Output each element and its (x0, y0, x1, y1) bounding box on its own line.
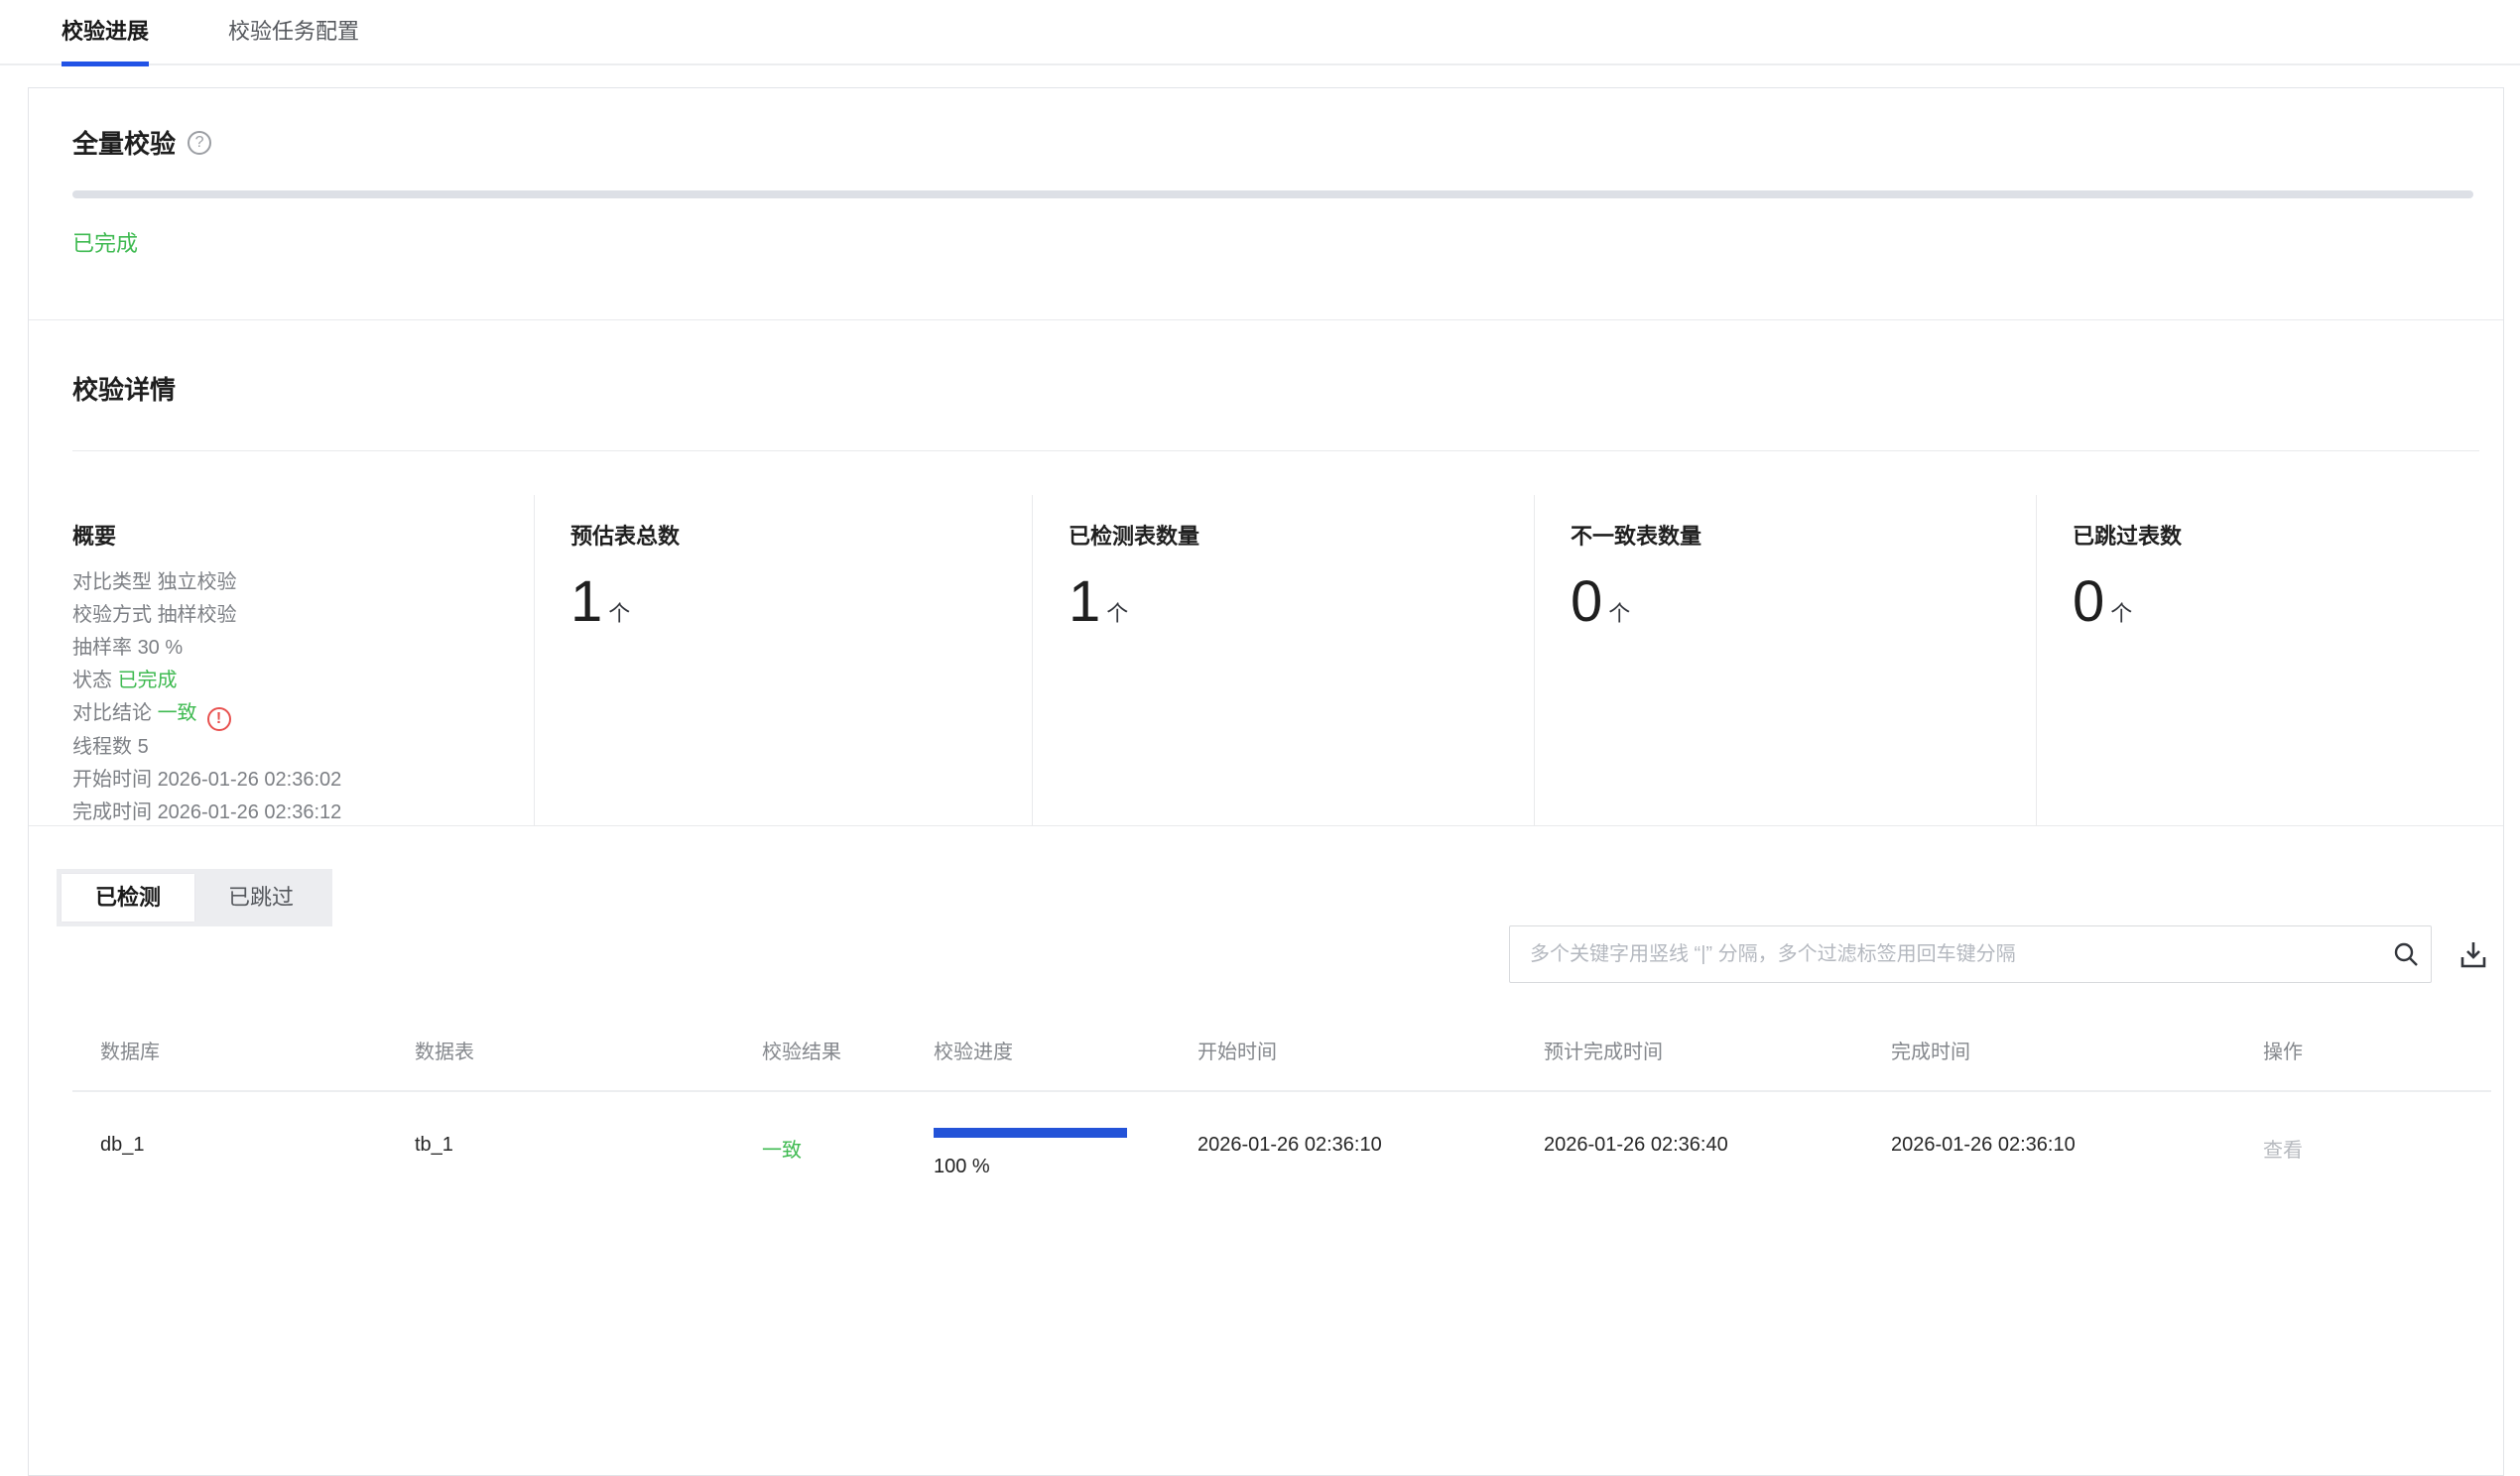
page-tabs: 校验进展 校验任务配置 (0, 0, 2520, 66)
cell-end-time: 2026-01-26 02:36:10 (1891, 1134, 2076, 1156)
view-link[interactable]: 查看 (2263, 1140, 2303, 1162)
tab-check-task-config[interactable]: 校验任务配置 (228, 19, 360, 44)
field-thread-count: 线程数 5 (72, 736, 149, 758)
divider (72, 450, 2479, 451)
col-result: 校验结果 (762, 1042, 841, 1063)
col-database: 数据库 (100, 1042, 160, 1063)
cell-table: tb_1 (415, 1134, 453, 1156)
cell-result: 一致 (762, 1140, 802, 1162)
cell-progress: 100 % (934, 1092, 1197, 1178)
table-header-row: 数据库 数据表 校验结果 校验进度 开始时间 预计完成时间 完成时间 操作 (72, 1028, 2491, 1092)
full-check-title: 全量校验 (72, 129, 177, 159)
field-check-method: 校验方式 抽样校验 (72, 604, 237, 626)
col-action: 操作 (2263, 1042, 2303, 1063)
col-end-time: 完成时间 (1891, 1042, 1970, 1063)
full-check-progressbar (72, 190, 2473, 198)
field-end-time: 完成时间 2026-01-26 02:36:12 (72, 801, 342, 823)
detail-summary-row: 概要 对比类型 独立校验 校验方式 抽样校验 抽样率 30 % 状态 已完成 对… (29, 495, 2503, 825)
summary-title: 概要 (72, 524, 117, 549)
col-estimated-end-time: 预计完成时间 (1544, 1042, 1663, 1063)
cell-action: 查看 (2263, 1092, 2491, 1163)
tab-check-progress[interactable]: 校验进展 (62, 14, 150, 66)
col-progress: 校验进度 (934, 1042, 1013, 1063)
list-toolbar: 已检测 已跳过 (29, 826, 2503, 1028)
field-start-time: 开始时间 2026-01-26 02:36:02 (72, 769, 342, 791)
field-compare-type: 对比类型 独立校验 (72, 571, 237, 593)
cell-database: db_1 (100, 1134, 145, 1156)
search-box (1509, 925, 2432, 983)
divider (29, 825, 2503, 826)
field-status: 状态 已完成 (72, 670, 178, 691)
alert-circle-icon[interactable]: ! (206, 707, 231, 731)
detail-title: 校验详情 (72, 375, 177, 405)
table-row: db_1 tb_1 一致 100 % 2026-01-26 02:36:10 2… (72, 1092, 2491, 1178)
list-seg-tabs: 已检测 已跳过 (57, 869, 333, 926)
full-check-status: 已完成 (72, 231, 139, 256)
field-sample-rate: 抽样率 30 % (72, 637, 184, 659)
cell-start-time: 2026-01-26 02:36:10 (1197, 1134, 1382, 1156)
full-check-section: 全量校验 ? 已完成 (29, 88, 2503, 320)
field-compare-conclusion: 对比结论 一致! (72, 697, 514, 731)
help-icon[interactable]: ? (188, 130, 212, 155)
row-progress-label: 100 % (934, 1156, 990, 1177)
row-progressbar (934, 1128, 1127, 1138)
cell-estimated-end-time: 2026-01-26 02:36:40 (1544, 1134, 1728, 1156)
detail-section-header: 校验详情 (29, 320, 2503, 451)
seg-tab-skipped[interactable]: 已跳过 (228, 885, 295, 910)
search-icon[interactable] (2381, 926, 2431, 982)
seg-tab-checked[interactable]: 已检测 (62, 874, 195, 922)
col-start-time: 开始时间 (1197, 1042, 1277, 1063)
search-input[interactable] (1510, 942, 2381, 966)
checked-tables-table: 数据库 数据表 校验结果 校验进度 开始时间 预计完成时间 完成时间 操作 db… (72, 1028, 2491, 1178)
summary-overview: 概要 对比类型 独立校验 校验方式 抽样校验 抽样率 30 % 状态 已完成 对… (29, 495, 535, 825)
check-progress-card: 全量校验 ? 已完成 校验详情 概要 对比类型 独立校验 校验方式 抽样校验 抽… (28, 87, 2504, 1476)
col-table: 数据表 (415, 1042, 474, 1063)
download-icon[interactable] (2456, 937, 2491, 973)
